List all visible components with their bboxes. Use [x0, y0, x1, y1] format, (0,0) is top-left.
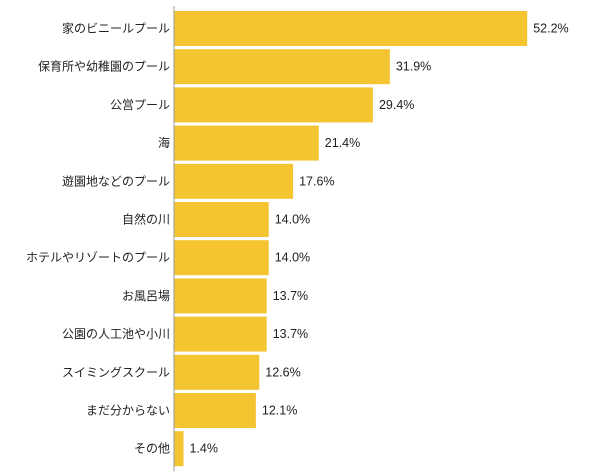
bar	[174, 125, 319, 161]
value-label: 17.6%	[299, 174, 334, 188]
category-label: 公営プール	[110, 98, 170, 112]
value-label: 13.7%	[273, 327, 308, 341]
bar	[174, 431, 184, 467]
value-labels-group: 52.2% 31.9% 29.4% 21.4% 17.6% 14.0% 14.0% 13.7%…	[189, 22, 568, 456]
value-label: 31.9%	[396, 60, 431, 74]
category-label: スイミングスクール	[62, 365, 170, 379]
value-label: 12.1%	[262, 404, 297, 418]
category-labels-group: 家のビニールプール保育所や幼稚園のプール公営プール海遊園地などのプール自然の川ホ…	[26, 21, 170, 456]
category-label: 遊園地などのプール	[62, 173, 170, 188]
bar	[174, 87, 373, 123]
bars-group	[174, 11, 528, 467]
value-label: 12.6%	[265, 365, 300, 379]
value-label: 29.4%	[379, 98, 414, 112]
value-label: 1.4%	[189, 442, 218, 456]
value-label: 52.2%	[533, 22, 568, 36]
category-label: お風呂場	[122, 289, 170, 303]
category-label: 公園の人工池や小川	[62, 327, 170, 341]
category-label: 家のビニールプール	[62, 21, 170, 36]
category-label: まだ分からない	[86, 404, 170, 418]
value-label: 21.4%	[325, 136, 360, 150]
value-label: 14.0%	[275, 213, 310, 227]
bar	[174, 278, 267, 314]
bar	[174, 49, 390, 85]
category-label: 保育所や幼稚園のプール	[38, 59, 170, 74]
bar	[174, 240, 269, 276]
category-label: 海	[158, 135, 170, 150]
bar	[174, 163, 294, 199]
category-label: ホテルやリゾートのプール	[26, 251, 170, 265]
value-label: 13.7%	[273, 289, 308, 303]
bar	[174, 354, 260, 390]
category-label: その他	[134, 442, 170, 456]
bar	[174, 316, 267, 352]
bar	[174, 393, 256, 428]
bar	[174, 11, 528, 46]
value-label: 14.0%	[275, 251, 310, 265]
category-label: 自然の川	[122, 212, 170, 227]
bar	[174, 202, 269, 237]
